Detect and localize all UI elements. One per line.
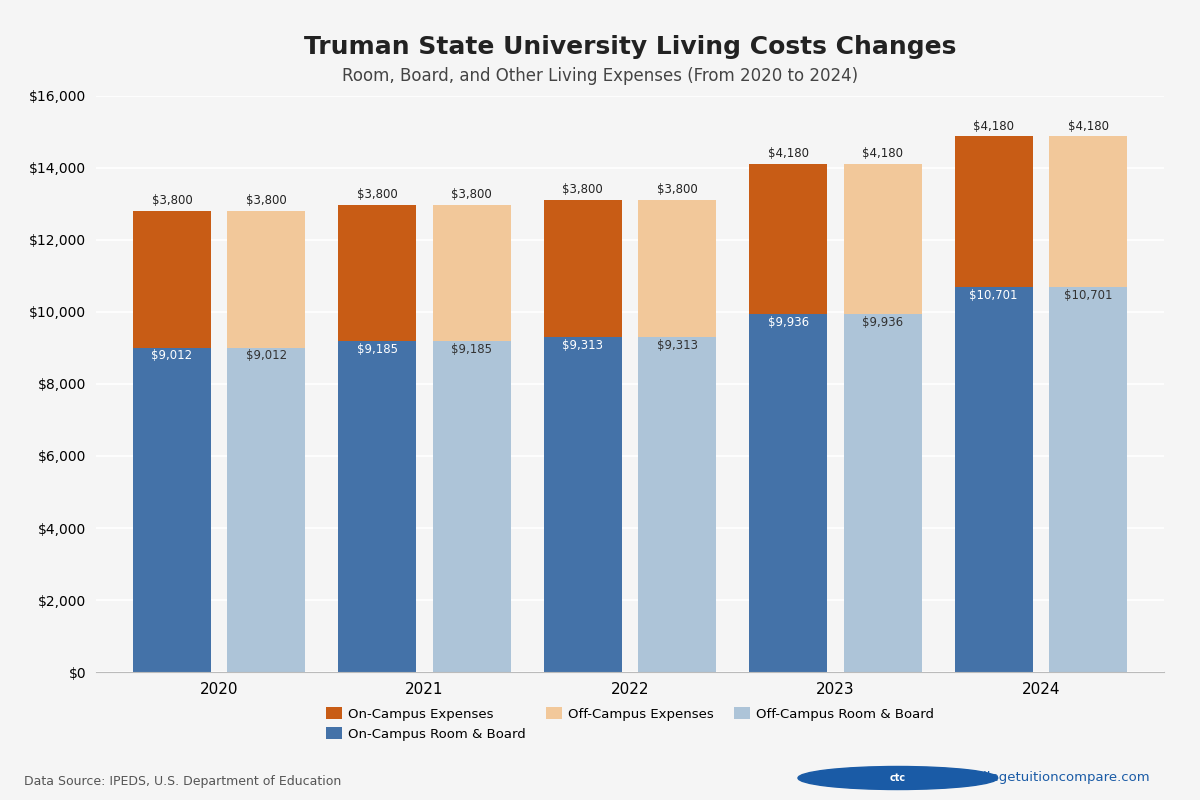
Bar: [954, 286, 1032, 672]
Bar: [638, 337, 716, 672]
Bar: [133, 210, 211, 347]
Bar: [338, 342, 416, 672]
Text: $3,800: $3,800: [246, 194, 287, 207]
Text: $9,012: $9,012: [151, 350, 192, 362]
Text: $3,800: $3,800: [358, 188, 397, 201]
Bar: [544, 337, 622, 672]
Text: Room, Board, and Other Living Expenses (From 2020 to 2024): Room, Board, and Other Living Expenses (…: [342, 67, 858, 85]
Bar: [638, 200, 716, 337]
Text: $9,313: $9,313: [563, 338, 604, 351]
Title: Truman State University Living Costs Changes: Truman State University Living Costs Cha…: [304, 35, 956, 59]
Bar: [338, 205, 416, 342]
Text: $3,800: $3,800: [451, 188, 492, 201]
Bar: [844, 314, 922, 672]
Text: $9,936: $9,936: [862, 316, 904, 329]
Legend: On-Campus Expenses, On-Campus Room & Board, Off-Campus Expenses, Off-Campus Room: On-Campus Expenses, On-Campus Room & Boa…: [320, 702, 940, 746]
Text: $10,701: $10,701: [970, 289, 1018, 302]
Bar: [228, 347, 306, 672]
Text: $9,185: $9,185: [356, 343, 398, 356]
Bar: [1049, 286, 1127, 672]
Bar: [433, 342, 511, 672]
Text: $3,800: $3,800: [563, 183, 604, 196]
Text: $4,180: $4,180: [973, 120, 1014, 133]
Text: ctc: ctc: [889, 773, 906, 783]
Bar: [133, 347, 211, 672]
Text: www.collegetuitioncompare.com: www.collegetuitioncompare.com: [932, 771, 1150, 785]
Text: $9,185: $9,185: [451, 343, 492, 356]
Text: $10,701: $10,701: [1063, 289, 1112, 302]
Bar: [544, 200, 622, 337]
Text: $3,800: $3,800: [151, 194, 192, 207]
Text: $4,180: $4,180: [768, 147, 809, 160]
Bar: [1049, 136, 1127, 286]
Text: $9,313: $9,313: [656, 338, 697, 351]
Bar: [228, 210, 306, 347]
Bar: [954, 136, 1032, 286]
Bar: [749, 314, 827, 672]
Bar: [844, 164, 922, 314]
Text: $4,180: $4,180: [862, 147, 904, 160]
Text: $9,012: $9,012: [246, 350, 287, 362]
Circle shape: [798, 766, 997, 790]
Text: $3,800: $3,800: [656, 183, 697, 196]
Bar: [433, 205, 511, 342]
Text: Data Source: IPEDS, U.S. Department of Education: Data Source: IPEDS, U.S. Department of E…: [24, 775, 341, 788]
Text: $4,180: $4,180: [1068, 120, 1109, 133]
Text: $9,936: $9,936: [768, 316, 809, 329]
Bar: [749, 164, 827, 314]
